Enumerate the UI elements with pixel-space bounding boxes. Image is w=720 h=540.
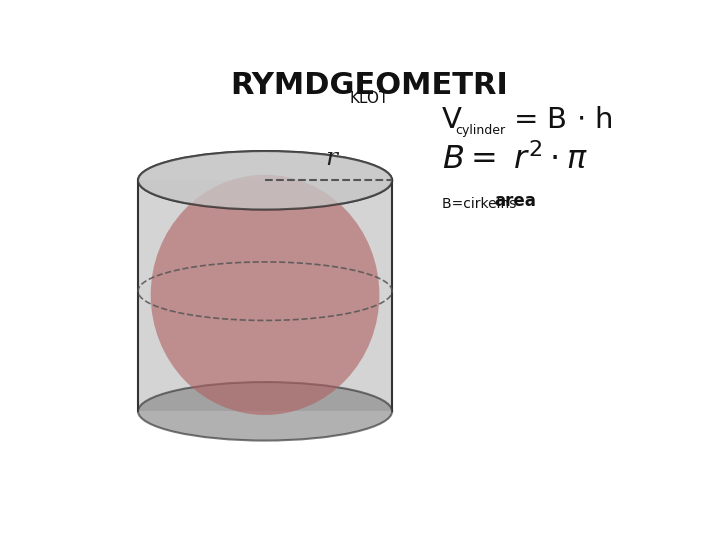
Text: RYMDGEOMETRI: RYMDGEOMETRI: [230, 71, 508, 100]
Text: r: r: [325, 146, 337, 170]
Text: cylinder: cylinder: [455, 124, 505, 137]
Ellipse shape: [138, 151, 392, 210]
Text: V: V: [442, 106, 462, 134]
Ellipse shape: [138, 151, 392, 210]
Text: = B $\cdot$ h: = B $\cdot$ h: [504, 106, 613, 134]
Bar: [138, 180, 392, 411]
Text: KLOT: KLOT: [349, 91, 389, 106]
Text: $B=\ r^2 \cdot \pi$: $B=\ r^2 \cdot \pi$: [442, 144, 588, 177]
Text: B=cirkelns: B=cirkelns: [442, 197, 521, 211]
Ellipse shape: [150, 175, 379, 415]
Text: area: area: [495, 192, 536, 210]
Ellipse shape: [138, 382, 392, 441]
